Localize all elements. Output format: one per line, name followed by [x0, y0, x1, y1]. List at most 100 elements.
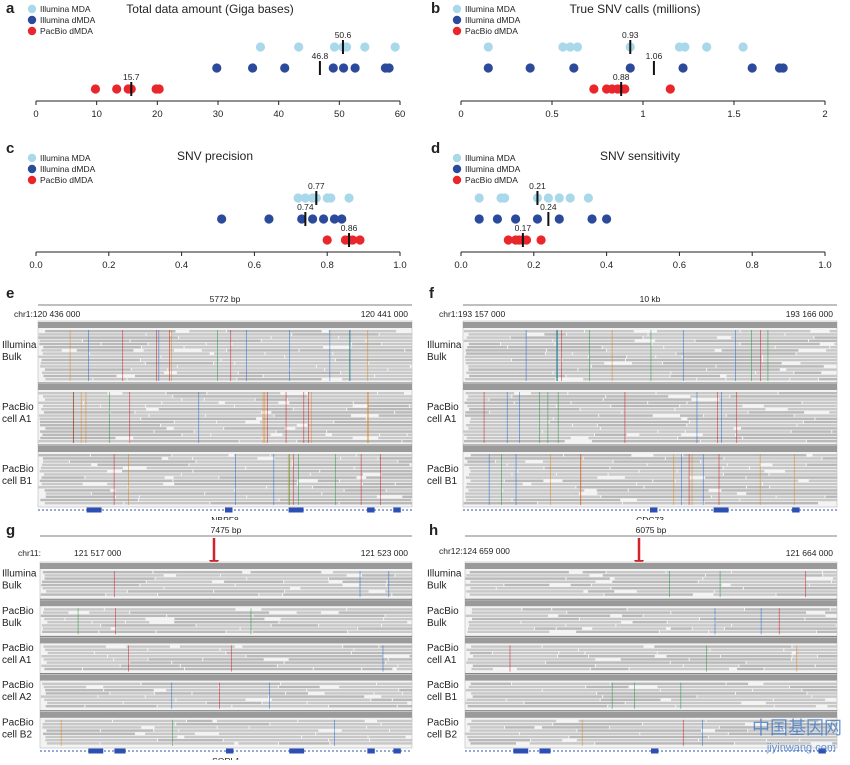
- sequence-read: [467, 346, 508, 349]
- sequence-read: [806, 440, 837, 443]
- sequence-read: [44, 698, 176, 701]
- sequence-read: [341, 371, 412, 374]
- data-point: [569, 63, 579, 73]
- sequence-read: [45, 705, 85, 708]
- sequence-read: [700, 617, 805, 621]
- sequence-read: [827, 705, 837, 708]
- chart-title: SNV sensitivity: [600, 149, 680, 163]
- sequence-read: [44, 617, 65, 621]
- sequence-read: [745, 608, 830, 611]
- sequence-read: [261, 608, 347, 611]
- sequence-read: [466, 574, 590, 577]
- data-point: [350, 63, 360, 73]
- track-label: cell B2: [2, 729, 32, 740]
- sequence-read: [206, 342, 232, 346]
- sequence-read: [566, 333, 648, 336]
- sequence-read: [748, 729, 780, 732]
- sequence-read: [139, 495, 247, 498]
- sequence-read: [721, 489, 837, 492]
- sequence-read: [42, 463, 92, 466]
- sequence-read: [279, 498, 412, 502]
- median-label: 0.77: [308, 181, 325, 191]
- data-point: [112, 84, 122, 94]
- sequence-read: [553, 417, 682, 420]
- data-point: [503, 235, 513, 245]
- sequence-read: [832, 430, 837, 433]
- sequence-read: [47, 651, 94, 655]
- sequence-read: [145, 362, 214, 365]
- track-label: cell A1: [2, 414, 32, 425]
- sequence-read: [47, 701, 123, 705]
- sequence-read: [471, 719, 557, 723]
- end-coordinate: 193 166 000: [786, 309, 834, 319]
- sequence-read: [470, 470, 518, 473]
- sequence-read: [713, 593, 776, 596]
- sequence-read: [39, 470, 108, 473]
- sequence-read: [762, 482, 837, 486]
- legend-entry: PacBio dMDA: [40, 26, 93, 36]
- sequence-read: [316, 732, 412, 735]
- sequence-read: [647, 463, 727, 466]
- track-label: Illumina: [427, 340, 462, 351]
- sequence-read: [657, 651, 792, 655]
- sequence-read: [675, 408, 766, 411]
- data-point: [521, 235, 532, 245]
- sequence-read: [83, 339, 130, 342]
- sequence-read: [359, 583, 386, 587]
- start-coordinate: 121 517 000: [74, 548, 122, 558]
- sequence-read: [319, 624, 382, 627]
- sequence-read: [703, 577, 806, 580]
- sequence-read: [591, 440, 700, 443]
- sequence-read: [546, 349, 607, 352]
- sequence-read: [41, 655, 108, 658]
- sequence-read: [805, 617, 837, 621]
- sequence-read: [214, 590, 284, 593]
- sequence-read: [271, 336, 339, 339]
- sequence-read: [368, 735, 406, 739]
- sequence-read: [42, 580, 146, 583]
- sequence-read: [470, 587, 496, 590]
- sequence-read: [637, 482, 762, 486]
- sequence-read: [534, 627, 556, 630]
- sequence-read: [201, 349, 227, 352]
- sequence-read: [388, 658, 412, 661]
- sequence-read: [342, 580, 387, 583]
- x-tick-label: 40: [273, 109, 284, 120]
- coverage-track: [465, 563, 837, 569]
- sequence-read: [566, 374, 670, 378]
- sequence-read: [334, 420, 412, 424]
- sequence-read: [41, 349, 62, 352]
- sequence-read: [468, 395, 512, 398]
- panel-letter: g: [6, 522, 16, 539]
- sequence-read: [333, 352, 412, 355]
- data-point: [565, 193, 575, 203]
- sequence-read: [667, 621, 715, 624]
- sequence-read: [189, 330, 227, 333]
- sequence-read: [42, 726, 142, 729]
- sequence-read: [153, 571, 243, 574]
- data-point: [778, 63, 788, 73]
- sequence-read: [277, 664, 398, 667]
- sequence-read: [182, 433, 211, 436]
- median-label: 46.8: [312, 51, 329, 61]
- sequence-read: [378, 436, 412, 440]
- panel-e: e 5772 bp chr1:120 436 000 120 441 000 Illu…: [0, 285, 425, 525]
- sequence-read: [552, 608, 627, 611]
- median-label: 15.7: [123, 72, 140, 82]
- exon-block: [225, 507, 233, 513]
- sequence-read: [90, 454, 172, 457]
- sequence-read: [320, 470, 412, 473]
- sequence-read: [465, 362, 605, 365]
- sequence-read: [179, 729, 319, 732]
- sequence-read: [262, 436, 353, 440]
- sequence-read: [735, 692, 807, 695]
- sequence-read: [732, 624, 836, 627]
- data-point: [483, 42, 493, 52]
- sequence-read: [366, 417, 412, 420]
- coverage-track: [465, 637, 837, 644]
- sequence-read: [592, 627, 667, 630]
- sequence-read: [568, 392, 656, 395]
- sequence-read: [125, 621, 150, 624]
- sequence-read: [464, 378, 556, 381]
